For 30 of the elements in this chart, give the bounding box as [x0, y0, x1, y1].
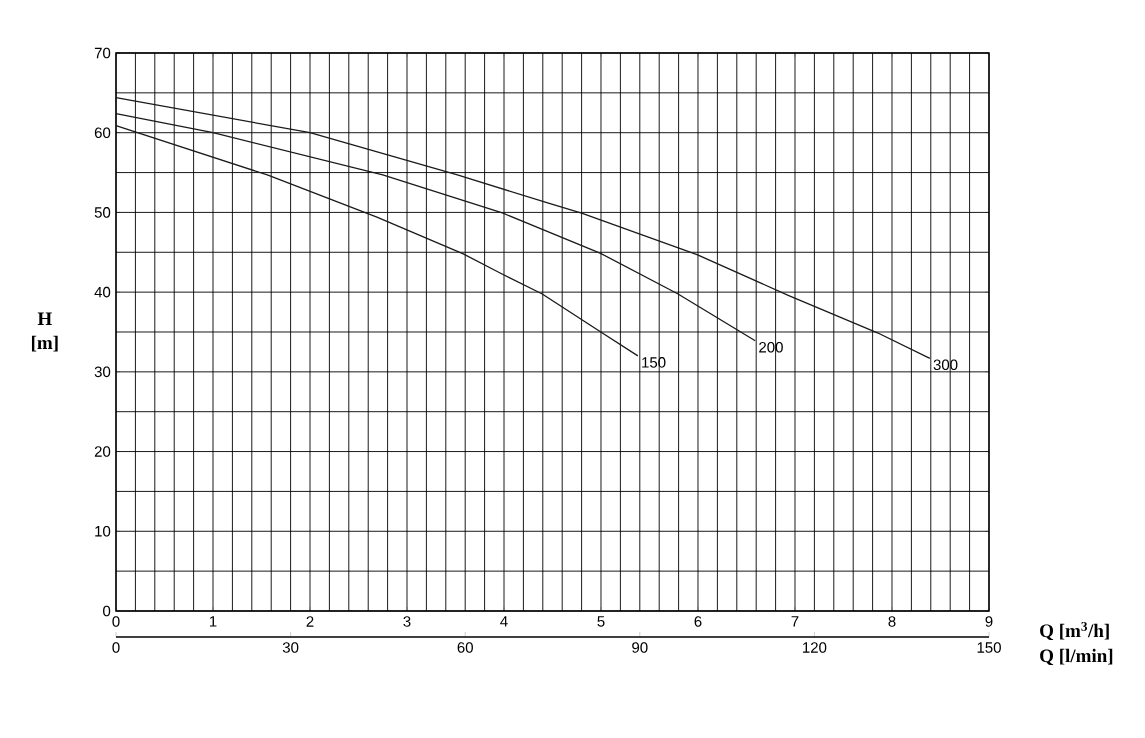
x-tick-label: 6 — [694, 616, 702, 627]
line-series — [115, 124, 639, 357]
y-tick-label: 20 — [94, 446, 111, 457]
y-tick-label: 40 — [94, 286, 111, 298]
x-tick-label: 7 — [791, 616, 799, 627]
x-tick-label: 2 — [306, 616, 314, 627]
y-axis-title: H [m] — [31, 312, 58, 352]
y-tick-label: 50 — [94, 207, 111, 218]
x-tick-label: 3 — [403, 616, 411, 627]
x-axis-title: Q [m$^{3}$/h] — [1040, 621, 1109, 641]
x-tick-label: 4 — [500, 616, 508, 627]
y-tick-label: 30 — [94, 366, 111, 378]
x-tick-label: 8 — [888, 616, 896, 627]
line-series — [115, 112, 756, 342]
x2-tick-label: 0 — [112, 642, 120, 653]
x2-tick-label: 90 — [632, 642, 648, 653]
x-tick-label: 0 — [112, 616, 120, 627]
x-tick-label: 1 — [209, 616, 217, 627]
x-tick-label: 5 — [597, 616, 605, 627]
x2-tick-label: 150 — [977, 642, 1001, 653]
line-series — [115, 96, 931, 359]
y-tick-label: 0 — [103, 605, 111, 617]
x2-tick-label: 60 — [457, 642, 473, 653]
x2-tick-label: 120 — [803, 642, 827, 653]
y-tick-label: 70 — [94, 47, 111, 59]
x-tick-label: 9 — [985, 616, 993, 627]
x2-axis-title: Q [l/min] — [1040, 648, 1113, 666]
y-tick-label: 60 — [94, 127, 111, 139]
y-tick-label: 10 — [95, 525, 111, 537]
x2-tick-label: 30 — [282, 642, 299, 653]
